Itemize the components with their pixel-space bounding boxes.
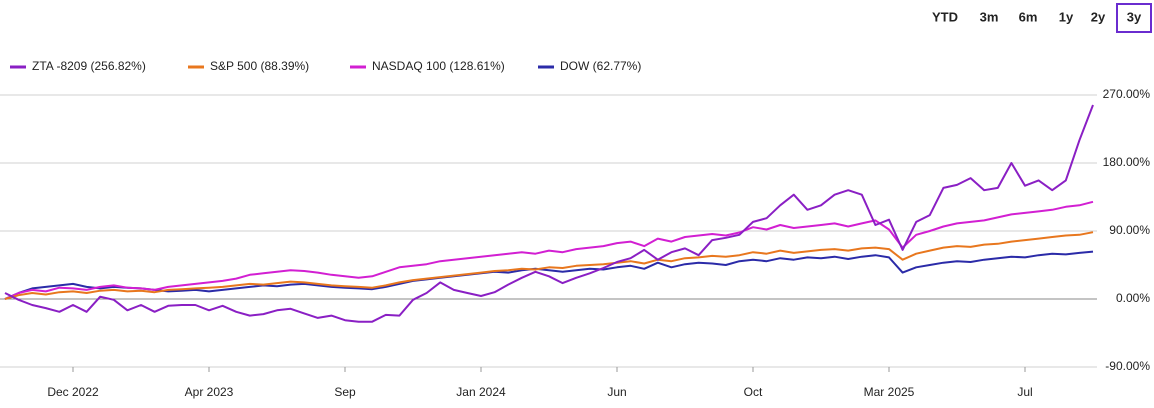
y-tick-label: 270.00% (1103, 87, 1151, 101)
y-tick-label: 0.00% (1116, 291, 1150, 305)
x-tick-label: Sep (334, 385, 356, 399)
range-button[interactable]: 1y (1059, 9, 1074, 24)
x-tick-label: Mar 2025 (864, 385, 915, 399)
y-tick-label: 180.00% (1103, 155, 1151, 169)
y-tick-label: 90.00% (1109, 223, 1150, 237)
legend-label: ZTA -8209 (256.82%) (32, 59, 146, 73)
legend-label: NASDAQ 100 (128.61%) (372, 59, 505, 73)
series-line (4, 104, 1094, 323)
x-tick-label: Jun (607, 385, 626, 399)
x-tick-label: Oct (744, 385, 763, 399)
range-button[interactable]: 3m (980, 9, 999, 24)
range-selected (1116, 3, 1152, 33)
series-line (4, 231, 1094, 300)
legend-label: S&P 500 (88.39%) (210, 59, 309, 73)
x-tick-label: Jul (1017, 385, 1032, 399)
range-button[interactable]: YTD (932, 9, 958, 24)
range-button[interactable]: 6m (1019, 9, 1038, 24)
series-line (4, 250, 1094, 300)
range-button[interactable]: 3y (1127, 9, 1142, 24)
x-tick-label: Jan 2024 (456, 385, 506, 399)
x-tick-label: Apr 2023 (185, 385, 234, 399)
x-tick-label: Dec 2022 (47, 385, 99, 399)
y-tick-label: -90.00% (1105, 359, 1150, 373)
series-line (4, 200, 1094, 300)
range-button[interactable]: 2y (1091, 9, 1106, 24)
legend-label: DOW (62.77%) (560, 59, 641, 73)
